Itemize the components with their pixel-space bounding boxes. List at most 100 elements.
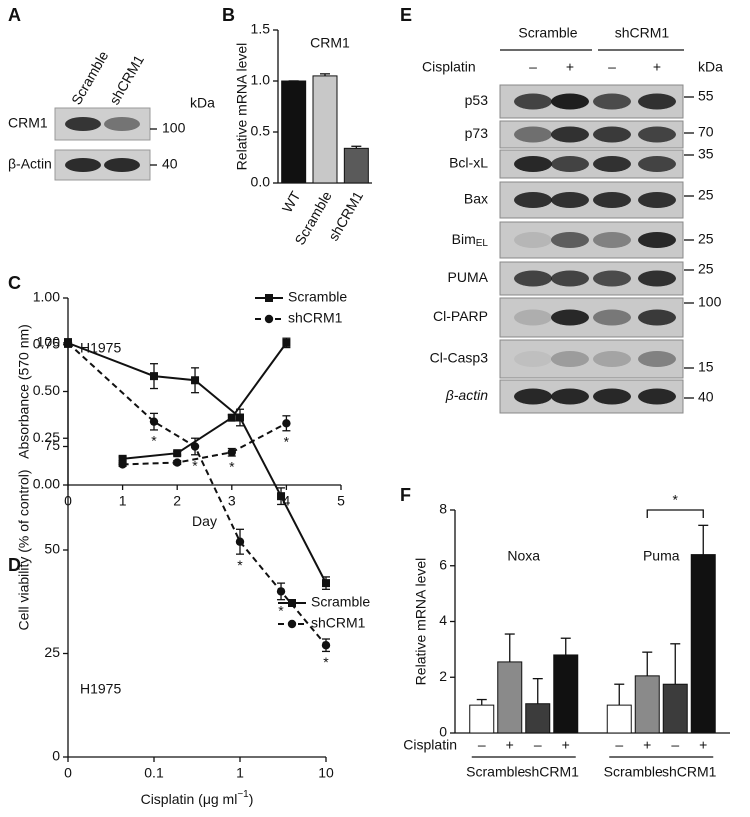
blot-band: [65, 158, 101, 172]
row-label-sub: EL: [476, 238, 489, 249]
blot-band: [638, 388, 676, 405]
blot-band: [593, 351, 631, 367]
blot-band: [514, 270, 552, 287]
blot-band: [638, 93, 676, 110]
point: [173, 458, 182, 467]
marker-label: 25: [698, 261, 714, 277]
y-axis-label: Absorbance (570 nm): [16, 324, 32, 459]
legend-label: shCRM1: [288, 310, 343, 326]
condition-label: Scramble: [604, 764, 663, 780]
bar: [525, 703, 551, 734]
group-label: Scramble: [518, 25, 577, 41]
treatment-label: Cisplatin: [422, 59, 476, 75]
blot-band: [104, 158, 140, 172]
x-tick-label: 1: [236, 765, 244, 781]
marker-label: 55: [698, 88, 714, 104]
bar: [662, 683, 688, 734]
condition-label: shCRM1: [662, 764, 717, 780]
legend-marker: [287, 619, 297, 629]
blot-band: [514, 309, 552, 326]
row-label: Bcl-xL: [449, 155, 488, 171]
treatment-sign: +: [562, 737, 570, 753]
significance-label: *: [237, 557, 243, 573]
point: [227, 448, 236, 457]
bar: [312, 75, 338, 184]
bar: [497, 661, 523, 734]
blot-band: [593, 93, 631, 110]
unit-label: kDa: [698, 59, 723, 75]
blot-band: [551, 351, 589, 367]
row-label: Cl-PARP: [433, 308, 488, 324]
point: [282, 419, 291, 428]
panel-label: A: [8, 5, 21, 25]
row-label: β-actin: [445, 387, 488, 403]
blot-band: [514, 192, 552, 208]
point: [118, 460, 127, 469]
legend-marker: [265, 294, 273, 302]
blot-band: [593, 232, 631, 248]
point: [321, 641, 331, 650]
legend-label: shCRM1: [311, 615, 366, 631]
chart-title: CRM1: [310, 35, 350, 51]
y-tick-label: 0: [52, 748, 60, 764]
blot-band: [638, 156, 676, 172]
blot-band: [551, 126, 589, 143]
x-tick-label: 2: [173, 493, 181, 509]
point: [282, 338, 291, 347]
group-label: Noxa: [507, 548, 540, 564]
x-tick-label: 4: [283, 493, 291, 509]
panel-label: C: [8, 273, 21, 293]
marker-label: 25: [698, 187, 714, 203]
lane-label: shCRM1: [106, 52, 147, 107]
point: [149, 417, 159, 426]
condition-label: Scramble: [466, 764, 525, 780]
group-label: shCRM1: [615, 25, 670, 41]
point: [118, 454, 127, 463]
x-tick-label: 0.1: [144, 765, 164, 781]
y-tick-label: 0: [439, 724, 447, 740]
row-label: p53: [465, 92, 489, 108]
legend-marker: [264, 314, 274, 324]
bar: [606, 704, 632, 734]
x-tick-label: 1: [119, 493, 127, 509]
treatment-sign: –: [615, 737, 623, 753]
blot-band: [593, 309, 631, 326]
blot-band: [551, 270, 589, 287]
line: [122, 422, 287, 466]
blot-band: [551, 309, 589, 326]
bar: [553, 654, 579, 734]
y-tick-label: 75: [44, 437, 60, 453]
annotation: H1975: [80, 340, 121, 356]
blot-band: [514, 388, 552, 405]
condition-label: shCRM1: [525, 764, 580, 780]
row-label: β-Actin: [8, 156, 52, 172]
y-tick-label: 50: [44, 541, 60, 557]
blot-band: [593, 126, 631, 143]
line: [67, 342, 327, 646]
treatment-sign: –: [529, 59, 537, 75]
treatment-sign: –: [671, 737, 679, 753]
point: [236, 413, 244, 422]
blot-band: [65, 117, 101, 131]
row-label-main: Bim: [452, 231, 476, 247]
blot-band: [514, 93, 552, 110]
blot-band: [593, 388, 631, 405]
significance-bracket: [646, 509, 704, 518]
point: [173, 449, 182, 458]
marker-label: 40: [162, 156, 178, 172]
y-tick-label: 0.5: [251, 123, 271, 139]
y-tick-label: 0.25: [33, 429, 60, 445]
significance-label: *: [229, 459, 235, 475]
significance-label: *: [151, 433, 157, 449]
row-label: BimEL: [452, 231, 489, 249]
significance-label: *: [284, 433, 290, 449]
row-label: Cl-Casp3: [430, 350, 489, 366]
y-axis-label: Relative mRNA level: [234, 43, 250, 171]
unit-label: kDa: [190, 95, 215, 111]
x-axis-label-end: ): [249, 791, 254, 807]
group-label: Puma: [643, 548, 680, 564]
blot-band: [514, 232, 552, 248]
point: [191, 376, 200, 385]
x-tick-label: WT: [279, 188, 304, 215]
